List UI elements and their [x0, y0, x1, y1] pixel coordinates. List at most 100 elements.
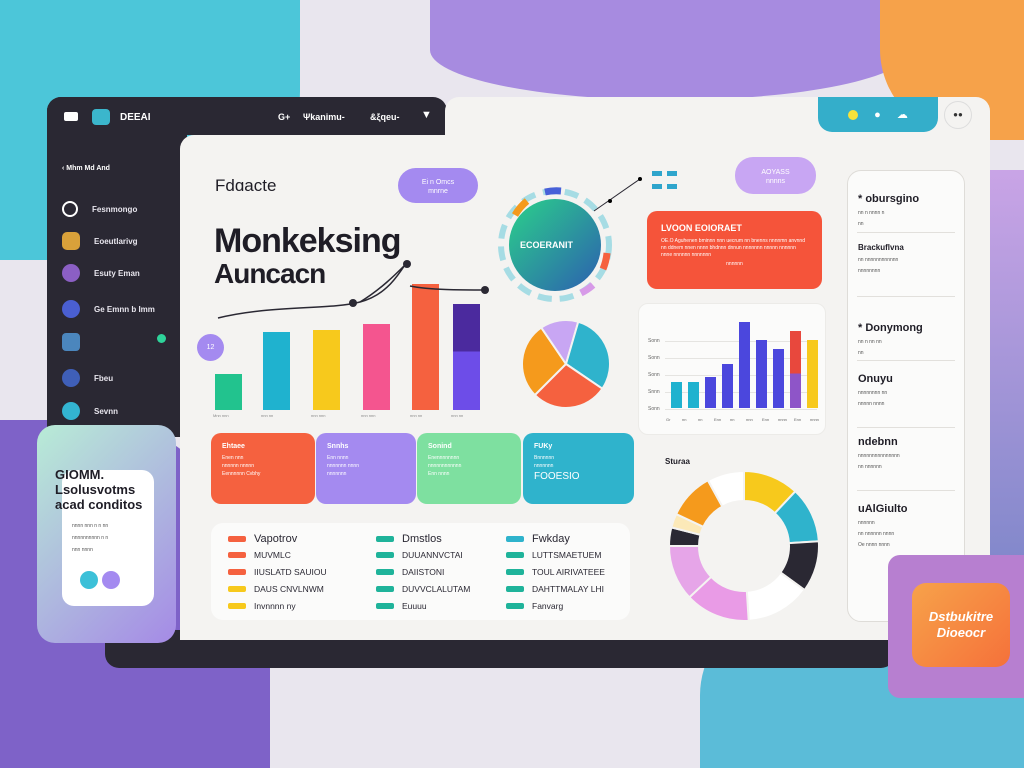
info-pill[interactable]: AOYASS nnnns — [735, 157, 816, 194]
divider — [857, 360, 955, 361]
row-chip-icon — [506, 603, 524, 609]
row-chip-icon — [376, 536, 394, 542]
corner-text: Dstbukitre — [928, 609, 994, 624]
x-tick-label: nnnn — [810, 417, 819, 422]
list-item[interactable]: Onuyu nnnnnnnn nn nnnnn nnnn — [858, 373, 958, 407]
grid-view-icon[interactable] — [652, 171, 678, 191]
corner-action-button[interactable]: Dstbukitre Dioeocr — [912, 583, 1010, 667]
dropdown-triangle-icon[interactable]: ▼ — [421, 109, 432, 121]
user-icon[interactable]: ● — [874, 108, 881, 121]
promo-title-line: GIOMM. — [55, 467, 105, 482]
sidebar-item[interactable]: Esuty Eman — [62, 264, 140, 282]
list-item[interactable]: ndebnn nnnnnnnnnnnnnnn nn nnnnnn — [858, 436, 958, 470]
more-button[interactable]: ●● — [944, 101, 972, 129]
nav-item[interactable]: &ξqeu- — [370, 112, 400, 122]
list-item-line: nnnnnnnn — [858, 268, 881, 274]
pie-slice — [533, 362, 604, 409]
donut-chart — [668, 470, 820, 622]
divider — [857, 232, 955, 233]
list-item-line: Oe nnnn nnnn — [858, 542, 890, 548]
row-label: Vapotrov — [254, 533, 298, 545]
nav-item[interactable]: Ψkanimu- — [303, 112, 345, 122]
bg-blob-purple — [430, 0, 910, 100]
sidebar-item-label: Esuty Eman — [94, 268, 140, 278]
chart-bar — [363, 323, 390, 410]
table-row[interactable]: Vapotrov — [228, 533, 297, 545]
gauge-label: ECOERANIT — [520, 240, 574, 250]
chart-tick-label: nnn nnn — [311, 413, 326, 418]
row-label: DAHTTMALAY LHI — [532, 584, 604, 594]
alert-card[interactable]: LVOON EOIORAET OE.O Aguhenen bminnn nnn … — [647, 211, 822, 289]
sidebar-item-label: Sevnn — [94, 406, 119, 416]
pie-slice — [521, 326, 568, 397]
brand-name: DEEAI — [120, 112, 151, 123]
list-item-line: nnnnnnnnnnnnnnn — [858, 453, 900, 459]
chart-tick-label: nnn nn — [451, 413, 464, 418]
sidebar-item[interactable]: Fbeu — [62, 369, 113, 387]
circle-icon — [62, 201, 78, 217]
list-item[interactable]: uAlGiulto nnnnnn nn nnnnnn nnnn Oe nnnn nnn… — [858, 503, 958, 548]
sidebar-item[interactable]: Eoeutlarivg — [62, 232, 138, 250]
list-item[interactable]: Brackuflvna nn nnnnnnnnnnnn nnnnnnnn — [858, 243, 958, 274]
metric-tile[interactable]: FUKy Bnnnnnn nnnnnnn FOOESIO — [523, 433, 634, 504]
sidebar-back[interactable]: ‹ Mhm Md And — [62, 165, 110, 172]
row-label: Fanvarg — [532, 601, 564, 611]
table-row[interactable]: IIUSLATD SAUIOU — [228, 567, 327, 577]
toggle-icon[interactable] — [80, 571, 120, 589]
list-item[interactable]: * Donymong nn n nn nn nn — [858, 322, 958, 356]
table-row[interactable]: DAIISTONI — [376, 567, 444, 577]
row-label: Fwkday — [532, 533, 570, 545]
row-chip-icon — [376, 603, 394, 609]
x-tick-label: nn — [730, 417, 735, 422]
table-row[interactable]: Invnnnn ny — [228, 601, 296, 611]
table-row[interactable]: DAHTTMALAY LHI — [506, 584, 604, 594]
row-label: DAIISTONI — [402, 567, 445, 577]
table-row[interactable]: DUVVCLALUTAM — [376, 584, 470, 594]
alert-footer: nnnnnn — [726, 261, 743, 267]
chart-bar — [756, 339, 767, 408]
chart-bar — [739, 322, 750, 408]
row-chip-icon — [228, 603, 246, 609]
list-item-title: Brackuflvna — [858, 243, 904, 252]
table-row[interactable]: Dmstlos — [376, 533, 442, 545]
row-chip-icon — [506, 586, 524, 592]
table-row[interactable]: DUUANNVCTAI — [376, 550, 463, 560]
page-title: Monkeksing — [214, 222, 401, 260]
x-tick-label: Enn — [794, 417, 802, 422]
row-label: TOUL AIRIVATEEE — [532, 567, 605, 577]
table-row[interactable]: Fwkday — [506, 533, 570, 545]
menu-icon[interactable] — [64, 112, 78, 121]
table-row[interactable]: LUTTSMAETUEM — [506, 550, 601, 560]
y-tick-label: Sonn — [648, 372, 660, 378]
chart-bar — [722, 364, 733, 408]
table-row[interactable]: TOUL AIRIVATEEE — [506, 567, 605, 577]
nav-item[interactable]: G+ — [278, 112, 291, 122]
metric-tile[interactable]: Sonind Enennnnnnnn nnnnnnnnnnnn Enn nnnn — [417, 433, 521, 504]
sidebar-item[interactable] — [62, 333, 80, 351]
metric-tile[interactable]: Ehtaee Enen nnn nnnnnn nnnnn Eennnnnn Cvbhy — [211, 433, 315, 504]
chart-bar — [807, 339, 818, 408]
sidebar-item[interactable]: Ge Emnn b Imm — [62, 300, 155, 318]
filter-pill[interactable]: Ei n Omcs mnrne — [398, 168, 478, 203]
row-chip-icon — [228, 569, 246, 575]
table-row[interactable]: Euuuu — [376, 601, 427, 611]
sidebar-item[interactable]: Sevnn — [62, 402, 118, 420]
sidebar-item[interactable]: Fesnmongo — [62, 201, 137, 217]
table-row[interactable]: DAUS CNVLNWM — [228, 584, 324, 594]
x-tick-label: Gr — [666, 417, 671, 422]
globe-icon — [62, 369, 80, 387]
table-row[interactable]: Fanvarg — [506, 601, 563, 611]
x-tick-label: nn — [682, 417, 687, 422]
tile-title: Sonind — [428, 443, 452, 450]
trend-point — [481, 286, 489, 294]
list-item-line: nn nnnnnnnnnnnn — [858, 257, 899, 263]
list-item[interactable]: * obursgino nn n nnnn n nn — [858, 193, 958, 227]
row-label: IIUSLATD SAUIOU — [254, 567, 327, 577]
page-subtitle: Fdɑacte — [215, 176, 277, 195]
y-tick-label: Sonn — [648, 355, 660, 361]
cloud-icon[interactable]: ☁ — [896, 109, 908, 121]
tile-title: Snnhs — [327, 443, 349, 450]
table-row[interactable]: MUVMLC — [228, 550, 291, 560]
status-pill[interactable]: ● ☁ — [818, 97, 938, 132]
metric-tile[interactable]: Snnhs Enn nnnn nnnnnnn nnnn nnnnnnn — [316, 433, 416, 504]
